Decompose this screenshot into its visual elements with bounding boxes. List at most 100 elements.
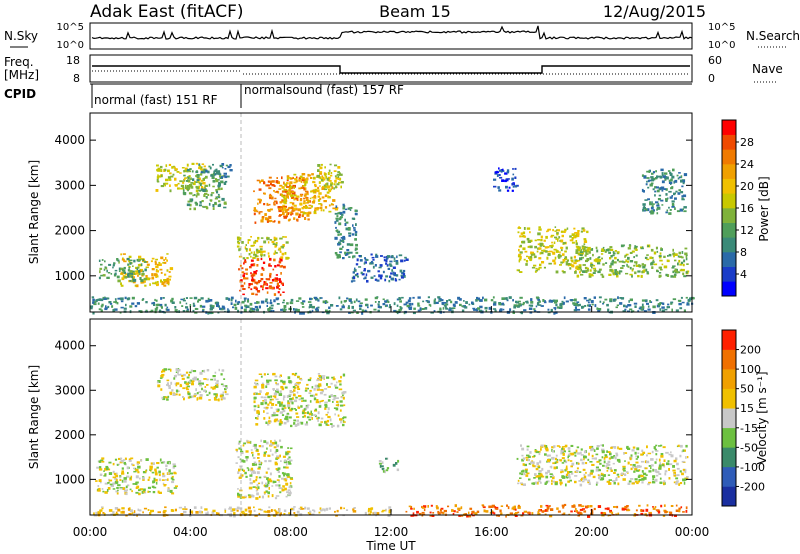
- data-cell: [139, 268, 142, 271]
- data-cell: [146, 277, 150, 281]
- data-cell: [177, 371, 179, 375]
- data-cell: [471, 510, 475, 514]
- data-cell: [645, 183, 648, 186]
- data-cell: [297, 308, 300, 312]
- data-cell: [556, 233, 559, 236]
- data-cell: [253, 241, 257, 244]
- data-cell: [616, 473, 620, 476]
- data-cell: [300, 508, 303, 510]
- data-cell: [651, 178, 655, 182]
- data-cell: [516, 457, 519, 460]
- data-cell: [579, 271, 581, 274]
- data-cell: [339, 212, 343, 215]
- data-cell: [294, 424, 298, 427]
- data-cell: [259, 245, 263, 248]
- data-cell: [521, 458, 524, 462]
- data-cell: [610, 456, 614, 459]
- data-cell: [299, 421, 302, 424]
- data-cell: [682, 182, 685, 185]
- data-cell: [160, 256, 163, 260]
- data-cell: [678, 483, 681, 486]
- data-cell: [254, 443, 257, 447]
- data-cell: [374, 278, 378, 281]
- data-cell: [298, 215, 301, 218]
- data-cell: [197, 189, 200, 192]
- data-cell: [255, 486, 257, 489]
- data-cell: [223, 203, 227, 205]
- data-cell: [257, 405, 260, 408]
- data-cell: [281, 176, 283, 180]
- data-cell: [143, 507, 148, 510]
- data-cell: [277, 419, 280, 423]
- data-cell: [234, 307, 238, 310]
- data-cell: [678, 507, 681, 510]
- data-cell: [498, 303, 502, 306]
- data-cell: [92, 311, 95, 315]
- data-cell: [535, 467, 539, 471]
- data-cell: [300, 405, 303, 408]
- data-cell: [577, 514, 580, 517]
- data-cell: [541, 467, 544, 471]
- data-cell: [575, 269, 577, 272]
- data-cell: [114, 272, 117, 276]
- data-cell: [337, 175, 340, 178]
- data-cell: [145, 275, 148, 278]
- data-cell: [401, 296, 404, 299]
- data-cell: [645, 474, 648, 476]
- data-cell: [282, 244, 285, 247]
- data-cell: [288, 193, 291, 196]
- data-cell: [272, 411, 276, 415]
- data-cell: [327, 195, 330, 199]
- data-cell: [663, 459, 666, 462]
- data-cell: [551, 251, 556, 254]
- data-cell: [539, 252, 542, 255]
- data-cell: [592, 475, 596, 479]
- data-cell: [215, 395, 218, 398]
- data-cell: [301, 400, 304, 402]
- data-cell: [166, 398, 169, 401]
- data-cell: [237, 242, 240, 245]
- data-cell: [297, 383, 300, 385]
- data-cell: [596, 481, 599, 484]
- data-cell: [99, 270, 101, 274]
- data-cell: [283, 407, 287, 409]
- data-cell: [289, 177, 293, 180]
- data-cell: [577, 259, 581, 262]
- data-cell: [287, 460, 291, 464]
- data-cell: [181, 305, 184, 307]
- data-cell: [526, 459, 528, 461]
- data-cell: [317, 169, 320, 172]
- data-cell: [199, 304, 202, 308]
- data-cell: [293, 512, 296, 514]
- data-cell: [325, 420, 328, 424]
- data-cell: [252, 454, 254, 457]
- data-cell: [265, 287, 269, 290]
- power-colorbar-label: Power [dB]: [757, 176, 771, 241]
- data-cell: [637, 475, 641, 478]
- data-cell: [192, 309, 195, 313]
- data-cell: [637, 270, 641, 273]
- data-cell: [185, 306, 189, 309]
- data-cell: [357, 275, 359, 278]
- data-cell: [217, 184, 221, 188]
- data-cell: [159, 377, 163, 379]
- data-cell: [643, 175, 647, 179]
- data-cell: [651, 172, 654, 175]
- data-cell: [519, 251, 523, 254]
- data-cell: [173, 375, 177, 378]
- data-cell: [133, 259, 136, 263]
- data-cell: [325, 507, 329, 511]
- data-cell: [446, 307, 448, 310]
- data-cell: [283, 472, 286, 476]
- data-cell: [308, 418, 312, 421]
- data-cell: [104, 473, 107, 475]
- data-cell: [551, 448, 553, 452]
- data-cell: [685, 444, 688, 448]
- data-cell: [115, 490, 119, 493]
- data-cell: [654, 478, 658, 482]
- data-cell: [256, 250, 259, 254]
- data-cell: [156, 462, 160, 465]
- data-cell: [285, 415, 289, 419]
- data-cell: [631, 250, 635, 253]
- data-cell: [339, 217, 342, 220]
